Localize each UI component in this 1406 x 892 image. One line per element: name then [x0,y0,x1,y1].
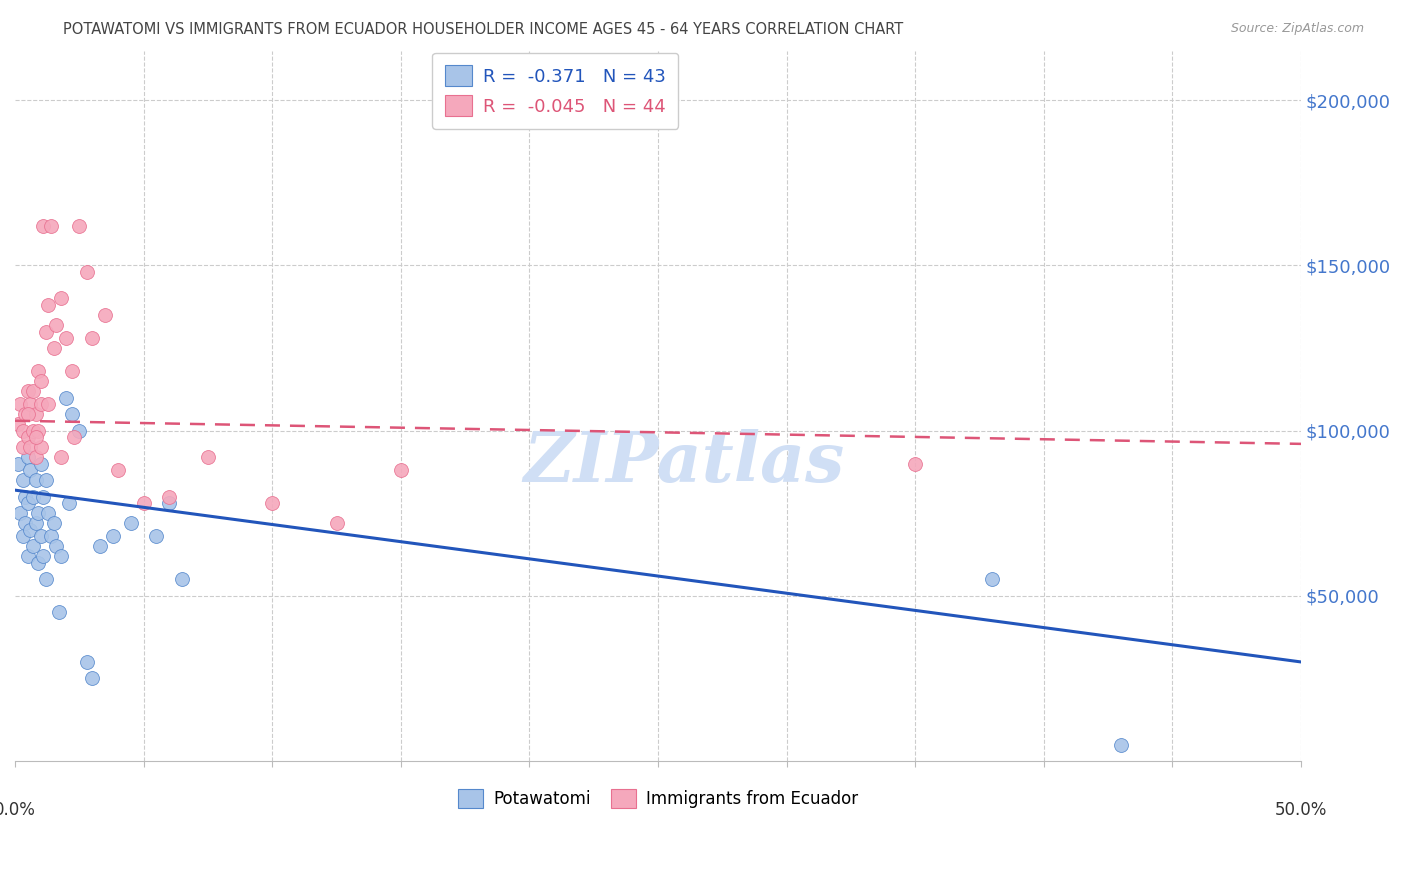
Point [8,506,31,520]
Point [82,331,104,345]
Point [82,672,104,686]
Point [904,457,927,471]
Point [58,496,80,510]
Point [6,457,28,471]
Point [39,219,62,233]
Point [172,572,194,586]
Text: POTAWATOMI VS IMMIGRANTS FROM ECUADOR HOUSEHOLDER INCOME AGES 45 - 64 YEARS CORR: POTAWATOMI VS IMMIGRANTS FROM ECUADOR HO… [63,22,904,37]
Text: 50.0%: 50.0% [1275,801,1327,819]
Point [27,364,49,378]
Point [45,539,67,553]
Point [35,572,58,586]
Point [48,606,70,620]
Point [60,407,83,421]
Point [35,325,58,339]
Point [37,298,59,312]
Point [60,364,83,378]
Point [39,529,62,543]
Point [6,417,28,431]
Point [14,490,37,504]
Point [51,450,73,464]
Point [94,308,117,322]
Point [76,265,98,279]
Point [42,516,65,531]
Point [67,424,90,438]
Point [11,424,34,438]
Point [51,292,73,306]
Point [55,391,77,405]
Point [157,496,180,510]
Point [30,374,52,388]
Point [17,450,39,464]
Point [24,516,46,531]
Point [27,506,49,520]
Point [21,490,44,504]
Point [157,490,180,504]
Point [17,430,39,444]
Text: ZIPatlas: ZIPatlas [523,429,845,497]
Point [24,430,46,444]
Point [55,331,77,345]
Point [89,539,111,553]
Point [101,529,124,543]
Point [325,516,347,531]
Point [1109,738,1132,752]
Point [21,424,44,438]
Point [11,440,34,454]
Point [27,424,49,438]
Point [8,397,31,411]
Point [389,463,412,477]
Point [24,450,46,464]
Point [17,496,39,510]
Point [42,341,65,355]
Point [24,407,46,421]
Point [17,384,39,398]
Point [262,496,284,510]
Point [20,463,42,477]
Point [132,496,155,510]
Legend: Potawatomi, Immigrants from Ecuador: Potawatomi, Immigrants from Ecuador [450,780,866,817]
Point [32,490,55,504]
Point [37,397,59,411]
Point [20,440,42,454]
Point [20,523,42,537]
Point [45,318,67,332]
Point [21,384,44,398]
Point [37,506,59,520]
Point [981,572,1004,586]
Point [51,549,73,564]
Point [197,450,219,464]
Point [21,539,44,553]
Point [30,440,52,454]
Point [32,219,55,233]
Point [35,473,58,487]
Point [30,397,52,411]
Point [30,457,52,471]
Point [32,549,55,564]
Point [17,549,39,564]
Point [20,397,42,411]
Point [107,463,129,477]
Text: 0.0%: 0.0% [0,801,37,819]
Point [67,219,90,233]
Text: Source: ZipAtlas.com: Source: ZipAtlas.com [1230,22,1364,36]
Point [14,516,37,531]
Point [17,407,39,421]
Point [76,655,98,669]
Point [14,407,37,421]
Point [30,529,52,543]
Point [27,556,49,570]
Point [24,473,46,487]
Point [11,529,34,543]
Point [63,430,86,444]
Point [11,473,34,487]
Point [120,516,142,531]
Point [145,529,167,543]
